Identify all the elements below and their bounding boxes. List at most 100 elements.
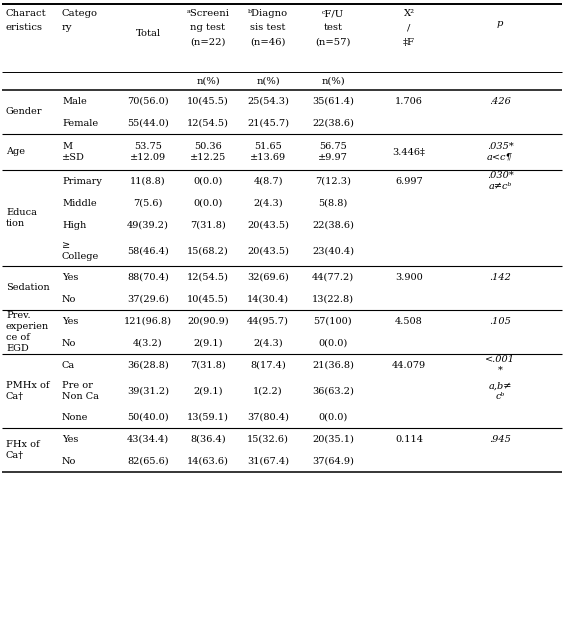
Text: 121(96.8): 121(96.8) bbox=[124, 316, 172, 326]
Text: 4.508: 4.508 bbox=[395, 316, 423, 326]
Text: 20(90.9): 20(90.9) bbox=[187, 316, 229, 326]
Text: 36(28.8): 36(28.8) bbox=[127, 361, 169, 369]
Text: n(%): n(%) bbox=[196, 77, 220, 85]
Text: (n=46): (n=46) bbox=[250, 37, 286, 47]
Text: 14(63.6): 14(63.6) bbox=[187, 457, 229, 466]
Text: Total: Total bbox=[135, 29, 161, 39]
Text: X²: X² bbox=[404, 9, 414, 19]
Text: .945: .945 bbox=[489, 434, 511, 444]
Text: 10(45.5): 10(45.5) bbox=[187, 295, 229, 303]
Text: 2(9.1): 2(9.1) bbox=[193, 386, 223, 396]
Text: 12(54.5): 12(54.5) bbox=[187, 119, 229, 127]
Text: ‡F: ‡F bbox=[403, 37, 415, 47]
Text: Age: Age bbox=[6, 147, 25, 157]
Text: 31(67.4): 31(67.4) bbox=[247, 457, 289, 466]
Text: 12(54.5): 12(54.5) bbox=[187, 273, 229, 281]
Text: No: No bbox=[62, 338, 76, 348]
Text: No: No bbox=[62, 295, 76, 303]
Text: 32(69.6): 32(69.6) bbox=[247, 273, 289, 281]
Text: ng test: ng test bbox=[191, 24, 225, 32]
Text: 37(80.4): 37(80.4) bbox=[247, 412, 289, 421]
Text: 43(34.4): 43(34.4) bbox=[127, 434, 169, 444]
Text: Male: Male bbox=[62, 97, 87, 105]
Text: 5(8.8): 5(8.8) bbox=[318, 198, 348, 208]
Text: 3.446‡: 3.446‡ bbox=[393, 147, 426, 157]
Text: 0(0.0): 0(0.0) bbox=[318, 412, 348, 421]
Text: ry: ry bbox=[62, 24, 72, 32]
Text: test: test bbox=[324, 24, 342, 32]
Text: 20(35.1): 20(35.1) bbox=[312, 434, 354, 444]
Text: 44.079: 44.079 bbox=[392, 361, 426, 369]
Text: p: p bbox=[497, 19, 503, 29]
Text: 3.900: 3.900 bbox=[395, 273, 423, 281]
Text: 53.75
±12.09: 53.75 ±12.09 bbox=[130, 142, 166, 162]
Text: 55(44.0): 55(44.0) bbox=[127, 119, 169, 127]
Text: Yes: Yes bbox=[62, 273, 78, 281]
Text: 49(39.2): 49(39.2) bbox=[127, 220, 169, 230]
Text: /: / bbox=[408, 24, 411, 32]
Text: 21(36.8): 21(36.8) bbox=[312, 361, 354, 369]
Text: 7(31.8): 7(31.8) bbox=[190, 361, 226, 369]
Text: <.001
*: <.001 * bbox=[485, 355, 515, 374]
Text: Sedation: Sedation bbox=[6, 283, 50, 293]
Text: Gender: Gender bbox=[6, 107, 42, 117]
Text: FHx of
Ca†: FHx of Ca† bbox=[6, 440, 40, 460]
Text: sis test: sis test bbox=[250, 24, 286, 32]
Text: None: None bbox=[62, 412, 88, 421]
Text: 21(45.7): 21(45.7) bbox=[247, 119, 289, 127]
Text: 50.36
±12.25: 50.36 ±12.25 bbox=[190, 142, 226, 162]
Text: 1(2.2): 1(2.2) bbox=[253, 386, 283, 396]
Text: ᶜF/U: ᶜF/U bbox=[322, 9, 344, 19]
Text: 4(3.2): 4(3.2) bbox=[133, 338, 163, 348]
Text: ᵃScreeni: ᵃScreeni bbox=[187, 9, 229, 19]
Text: n(%): n(%) bbox=[321, 77, 345, 85]
Text: 37(29.6): 37(29.6) bbox=[127, 295, 169, 303]
Text: eristics: eristics bbox=[6, 24, 43, 32]
Text: 15(68.2): 15(68.2) bbox=[187, 246, 229, 255]
Text: 11(8.8): 11(8.8) bbox=[130, 177, 166, 185]
Text: Primary: Primary bbox=[62, 177, 102, 185]
Text: a,b≠
cᵇ: a,b≠ cᵇ bbox=[488, 381, 512, 401]
Text: 57(100): 57(100) bbox=[314, 316, 352, 326]
Text: 88(70.4): 88(70.4) bbox=[127, 273, 169, 281]
Text: 0.114: 0.114 bbox=[395, 434, 423, 444]
Text: .105: .105 bbox=[489, 316, 511, 326]
Text: Educa
tion: Educa tion bbox=[6, 208, 37, 228]
Text: Prev.
experien
ce of
EGD: Prev. experien ce of EGD bbox=[6, 311, 49, 353]
Text: 51.65
±13.69: 51.65 ±13.69 bbox=[250, 142, 286, 162]
Text: .142: .142 bbox=[489, 273, 511, 281]
Text: ᵇDiagno: ᵇDiagno bbox=[248, 9, 288, 19]
Text: 0(0.0): 0(0.0) bbox=[318, 338, 348, 348]
Text: 36(63.2): 36(63.2) bbox=[312, 386, 354, 396]
Text: 20(43.5): 20(43.5) bbox=[247, 220, 289, 230]
Text: 82(65.6): 82(65.6) bbox=[127, 457, 169, 466]
Text: 58(46.4): 58(46.4) bbox=[127, 246, 169, 255]
Text: 39(31.2): 39(31.2) bbox=[127, 386, 169, 396]
Text: 35(61.4): 35(61.4) bbox=[312, 97, 354, 105]
Text: 44(77.2): 44(77.2) bbox=[312, 273, 354, 281]
Text: ≥
College: ≥ College bbox=[62, 241, 99, 261]
Text: 2(4.3): 2(4.3) bbox=[253, 338, 283, 348]
Text: No: No bbox=[62, 457, 76, 466]
Text: 56.75
±9.97: 56.75 ±9.97 bbox=[318, 142, 348, 162]
Text: 13(22.8): 13(22.8) bbox=[312, 295, 354, 303]
Text: Pre or
Non Ca: Pre or Non Ca bbox=[62, 381, 99, 401]
Text: 37(64.9): 37(64.9) bbox=[312, 457, 354, 466]
Text: 20(43.5): 20(43.5) bbox=[247, 246, 289, 255]
Text: .030*
a≠cᵇ: .030* a≠cᵇ bbox=[487, 172, 513, 191]
Text: M
±SD: M ±SD bbox=[62, 142, 85, 162]
Text: 4(8.7): 4(8.7) bbox=[253, 177, 283, 185]
Text: 50(40.0): 50(40.0) bbox=[127, 412, 169, 421]
Text: 0(0.0): 0(0.0) bbox=[194, 198, 222, 208]
Text: 22(38.6): 22(38.6) bbox=[312, 220, 354, 230]
Text: Ca: Ca bbox=[62, 361, 75, 369]
Text: 22(38.6): 22(38.6) bbox=[312, 119, 354, 127]
Text: 23(40.4): 23(40.4) bbox=[312, 246, 354, 255]
Text: 6.997: 6.997 bbox=[395, 177, 423, 185]
Text: 2(4.3): 2(4.3) bbox=[253, 198, 283, 208]
Text: Middle: Middle bbox=[62, 198, 97, 208]
Text: Yes: Yes bbox=[62, 316, 78, 326]
Text: 7(31.8): 7(31.8) bbox=[190, 220, 226, 230]
Text: 25(54.3): 25(54.3) bbox=[247, 97, 289, 105]
Text: 44(95.7): 44(95.7) bbox=[247, 316, 289, 326]
